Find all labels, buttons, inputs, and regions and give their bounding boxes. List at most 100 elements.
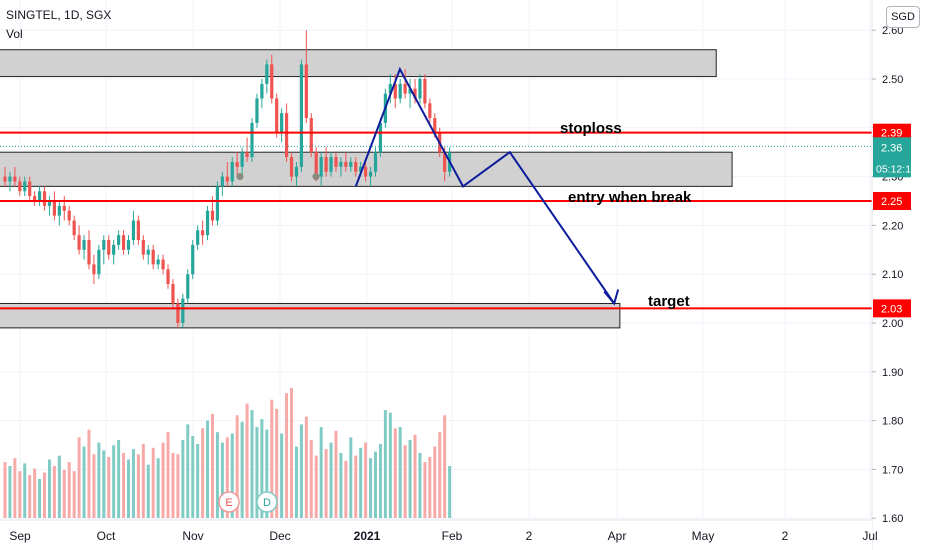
volume-bar: [275, 408, 279, 518]
volume-bar: [270, 399, 274, 518]
volume-bar: [319, 427, 323, 518]
event-marker-label: E: [225, 497, 232, 509]
volume-bar: [304, 416, 308, 518]
time-tick-label: 2: [526, 529, 533, 543]
candle-body: [23, 181, 27, 192]
time-tick-label: Oct: [97, 529, 116, 543]
volume-bar: [215, 432, 219, 518]
volume-bar: [13, 458, 17, 518]
candle-body: [102, 240, 106, 250]
candle-body: [344, 161, 348, 167]
volume-bar: [28, 475, 32, 518]
volume-bar: [393, 428, 397, 518]
volume-legend[interactable]: Vol: [6, 27, 23, 41]
pattern-line: [354, 66, 616, 305]
volume-bar: [334, 430, 338, 518]
candle-body: [309, 118, 313, 153]
volume-bar: [240, 421, 244, 518]
candle-body: [33, 196, 37, 201]
candle-body: [121, 235, 126, 250]
volume-bar: [166, 432, 170, 518]
time-tick-label: May: [692, 529, 715, 543]
price-tick-label: 1.90: [882, 367, 903, 379]
volume-bar: [383, 410, 387, 518]
candle-body: [136, 220, 140, 241]
candle-body: [191, 244, 195, 275]
volume-bar: [265, 429, 269, 518]
candle-body: [126, 240, 131, 250]
candle-body: [364, 166, 368, 177]
candle-body: [92, 264, 96, 275]
candle-body: [97, 249, 101, 275]
candle-body: [339, 161, 343, 167]
volume-bar: [378, 443, 382, 518]
candle-body: [418, 79, 422, 99]
volume-bar: [235, 415, 239, 518]
candle-body: [373, 152, 378, 172]
candle-body: [378, 122, 383, 153]
candle-body: [151, 249, 155, 265]
event-marker-circle: [218, 491, 240, 513]
candle-body: [82, 240, 86, 250]
candle-body: [329, 157, 333, 172]
candle-body: [176, 303, 180, 323]
volume-bar: [225, 437, 229, 518]
volume-bar: [344, 460, 348, 518]
candle-body: [146, 249, 150, 255]
time-axis-bg: [0, 520, 872, 550]
candle-body: [205, 210, 210, 236]
candle-body: [388, 83, 392, 94]
candle-body: [201, 230, 205, 236]
candle-body: [186, 274, 190, 299]
volume-bar: [388, 412, 392, 518]
volume-bar: [151, 447, 155, 518]
candle-body: [215, 186, 220, 221]
volume-bar: [146, 464, 150, 518]
volume-bar: [122, 453, 126, 518]
volume-bar: [354, 455, 358, 518]
volume-bar: [403, 445, 407, 518]
volume-bar: [448, 466, 452, 518]
currency-button[interactable]: SGD: [886, 6, 920, 28]
candle-body: [117, 235, 121, 245]
candle-body: [28, 181, 32, 197]
candle-body: [166, 269, 170, 284]
candle-body: [299, 64, 303, 167]
volume-bar: [201, 428, 205, 518]
candle-body: [196, 230, 200, 245]
candle-body: [413, 88, 417, 99]
volume-bar: [260, 419, 264, 518]
candle-body: [280, 113, 284, 133]
volume-bar: [314, 455, 318, 518]
symbol-legend[interactable]: SINGTEL, 1D, SGX: [6, 8, 112, 22]
volume-bar: [117, 440, 121, 518]
dividend-dot: [236, 173, 244, 181]
volume-bar: [107, 456, 111, 518]
price-tick-label: 2.20: [882, 220, 903, 232]
level-price-tag-label: 2.25: [881, 196, 902, 208]
candle-body: [423, 79, 427, 104]
volume-bar: [210, 414, 214, 518]
volume-bar: [280, 433, 284, 518]
candle-body: [18, 181, 22, 192]
volume-bar: [255, 427, 259, 518]
level-price-tag-label: 2.03: [881, 303, 902, 315]
candle-body: [62, 205, 66, 211]
candle-body: [107, 240, 111, 255]
volume-bar: [245, 403, 249, 518]
volume-bar: [8, 466, 12, 518]
candle-body: [334, 157, 338, 167]
time-tick-label: Nov: [182, 529, 203, 543]
candle-body: [304, 64, 308, 119]
price-tick-label: 2.10: [882, 269, 903, 281]
candle-body: [324, 157, 328, 172]
candle-body: [67, 210, 71, 221]
volume-bar: [398, 427, 402, 518]
time-tick-label: 2: [782, 529, 789, 543]
candle-body: [260, 83, 264, 99]
candle-body: [398, 83, 402, 99]
candle-body: [156, 259, 160, 265]
volume-bar: [112, 445, 116, 518]
volume-bar: [43, 472, 47, 518]
